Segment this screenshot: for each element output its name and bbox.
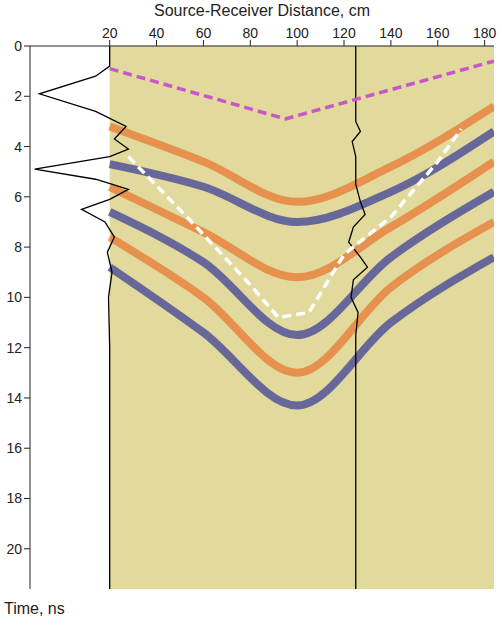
svg-text:140: 140	[379, 25, 403, 41]
svg-text:60: 60	[196, 25, 212, 41]
html-text:Source-Receiver Distance, cm: Source-Receiver Distance, cm	[154, 2, 370, 19]
svg-text:2: 2	[14, 88, 22, 104]
svg-text:18: 18	[6, 490, 22, 506]
svg-text:160: 160	[426, 25, 450, 41]
svg-text:20: 20	[6, 541, 22, 557]
svg-text:8: 8	[14, 239, 22, 255]
svg-text:12: 12	[6, 340, 22, 356]
svg-text:80: 80	[242, 25, 258, 41]
svg-text:14: 14	[6, 390, 22, 406]
svg-text:20: 20	[102, 25, 118, 41]
svg-text:16: 16	[6, 440, 22, 456]
svg-text:40: 40	[149, 25, 165, 41]
svg-text:180: 180	[473, 25, 497, 41]
svg-text:6: 6	[14, 189, 22, 205]
html-text:Time, ns: Time, ns	[4, 600, 65, 617]
svg-text:10: 10	[6, 289, 22, 305]
svg-text:4: 4	[14, 139, 22, 155]
svg-text:120: 120	[332, 25, 356, 41]
svg-text:0: 0	[14, 38, 22, 54]
svg-text:100: 100	[285, 25, 309, 41]
